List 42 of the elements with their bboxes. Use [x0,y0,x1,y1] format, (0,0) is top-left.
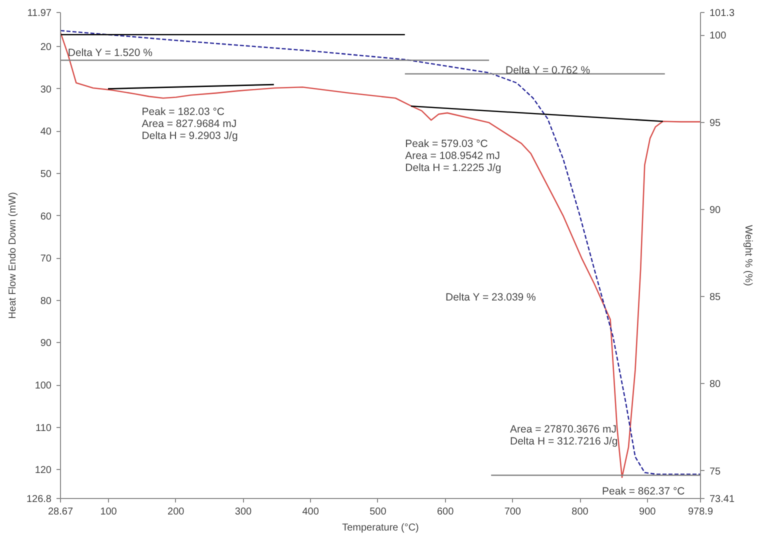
y-tick-label: 60 [40,211,52,222]
annotation: Delta Y = 1.520 % [68,46,152,59]
x-tick-label: 800 [572,506,589,518]
x-tick-label: 400 [302,506,320,518]
y-tick-label: 100 [34,380,52,392]
x-tick-label: 28.67 [48,506,74,518]
y-tick-label: 20 [40,42,52,53]
x-tick-label: 200 [168,506,185,518]
annotation: Peak = 579.03 °C Area = 108.9542 mJ Delta H = 1.2225 J/g [405,138,502,174]
annotation: Peak = 182.03 °C Area = 827.9684 mJ Delta H = 9.2903 J/g [142,106,238,142]
y2-axis-title: Weight % (%) [742,225,754,286]
y2-tick-label: 75 [710,466,722,478]
y-axis-title: Heat Flow Endo Down (mW) [7,192,18,319]
y-tick-label: 90 [40,338,52,350]
y-tick-label: 30 [40,84,52,96]
y2-tick-label: 85 [710,292,722,304]
annotation: Delta Y = 23.039 % [446,292,536,304]
x-tick-label: 700 [504,506,522,518]
x-tick-label: 600 [436,506,454,518]
y-tick-label: 80 [40,296,52,307]
y-tick-label: 11.97 [27,8,52,19]
y2-tick-label: 80 [710,379,722,390]
x-tick-label: 978.9 [688,506,714,518]
y2-tick-label: 100 [710,30,727,42]
x-axis-title: Temperature (°C) [342,522,419,534]
x-tick-label: 500 [370,506,387,518]
y2-tick-label: 73.41 [710,494,735,505]
y-tick-label: 110 [36,422,52,434]
y-tick-label: 70 [40,254,52,265]
y2-tick-label: 95 [710,118,722,129]
x-tick-label: 300 [234,506,252,518]
y-tick-label: 50 [40,168,52,180]
x-tick-label: 900 [639,506,656,518]
y-tick-label: 120 [34,465,52,476]
annotation: Peak = 862.37 °C [602,485,686,498]
annotation: Delta Y = 0.762 % [506,64,590,76]
y2-tick-label: 101.3 [710,8,735,19]
y-tick-label: 126.8 [26,494,52,505]
annotation: Area = 27870.3676 mJ Delta H = 312.7216 J/g [510,423,618,448]
y-tick-label: 40 [40,126,52,138]
y2-tick-label: 90 [710,204,722,216]
x-tick-label: 100 [100,506,118,518]
